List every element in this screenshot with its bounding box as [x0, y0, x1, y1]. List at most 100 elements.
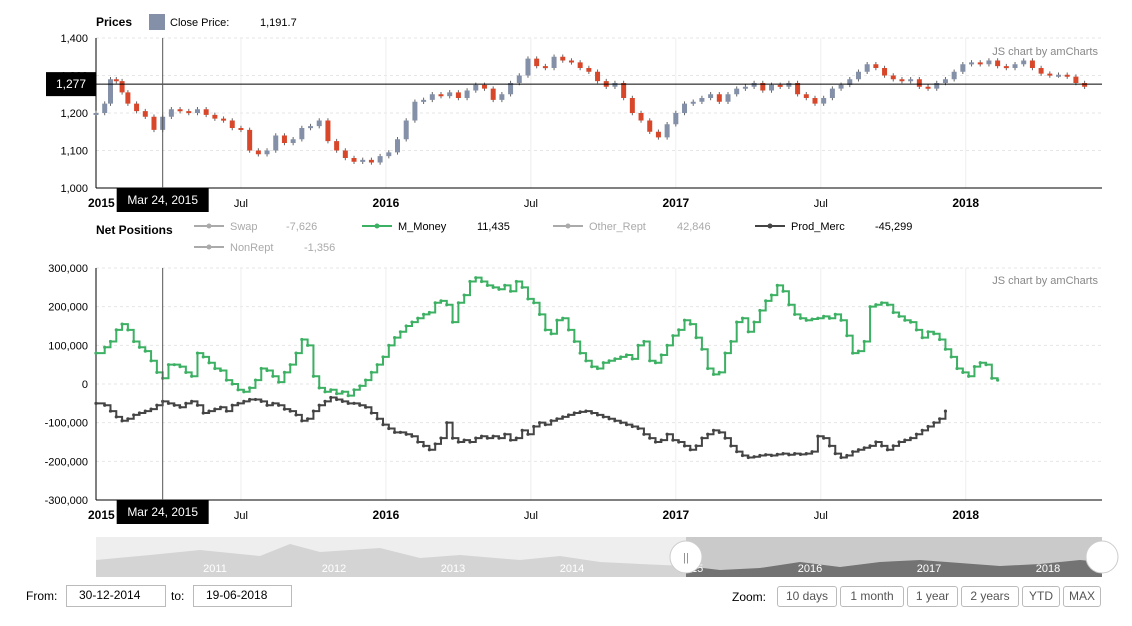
price-candle [499, 94, 505, 100]
series-point-prod_merc [584, 409, 588, 413]
price-candle [647, 120, 653, 132]
series-point-m_money [740, 316, 745, 320]
scrollbar[interactable]: 20112012201320142015201620172018 || [96, 537, 1119, 577]
series-point-prod_merc [607, 417, 611, 421]
from-label: From: [26, 589, 58, 603]
legend-marker-dot [374, 223, 380, 229]
series-point-prod_merc [358, 403, 362, 407]
price-candle [673, 113, 679, 125]
series-point-prod_merc [706, 432, 710, 436]
positions-y-tick: -300,000 [45, 495, 88, 507]
scrollbar-selection[interactable] [686, 537, 1102, 577]
scrollbar-right-grip[interactable] [1085, 540, 1119, 574]
from-date-input[interactable]: 30-12-2014 [66, 585, 166, 607]
legend-item-swap[interactable]: Swap -7,626 [194, 221, 317, 233]
legend-item-value: -7,626 [286, 221, 317, 233]
series-point-m_money [642, 339, 646, 344]
price-candle [1021, 60, 1027, 65]
series-point-prod_merc [943, 409, 948, 413]
series-point-m_money [926, 330, 930, 334]
series-point-prod_merc [184, 401, 188, 405]
series-point-prod_merc [804, 452, 808, 456]
price-candle [308, 126, 314, 129]
series-point-prod_merc [114, 415, 118, 419]
series-point-prod_merc [300, 419, 304, 423]
price-candle [568, 60, 574, 63]
series-point-m_money [595, 366, 600, 371]
series-point-m_money [474, 276, 478, 280]
series-point-m_money [404, 324, 408, 328]
series-point-m_money [410, 320, 414, 324]
series-point-m_money [94, 351, 98, 355]
series-point-m_money [207, 361, 211, 365]
price-candle [1029, 60, 1035, 68]
scrollbar-left-grip[interactable] [669, 540, 703, 574]
series-point-prod_merc [508, 438, 513, 442]
series-point-prod_merc [317, 403, 321, 407]
price-candle [969, 62, 975, 65]
series-point-m_money [810, 317, 814, 321]
positions-credit[interactable]: JS chart by amCharts [992, 275, 1098, 287]
price-candle [412, 101, 418, 121]
series-point-m_money [677, 328, 681, 332]
series-point-prod_merc [277, 403, 281, 407]
series-point-prod_merc [323, 399, 327, 403]
positions-legend: Swap -7,626 M_Money 11,435 Other_Rept 42,846 P… [194, 221, 912, 254]
series-point-prod_merc [427, 448, 432, 452]
zoom-1-month-button[interactable]: 1 month [840, 586, 904, 607]
series-point-m_money [880, 301, 884, 305]
legend-item-nonrept[interactable]: NonRept -1,356 [194, 242, 335, 254]
series-point-m_money [427, 310, 432, 315]
series-point-m_money [775, 283, 779, 287]
series-point-prod_merc [856, 448, 861, 452]
price-candle [1003, 66, 1009, 69]
series-point-m_money [479, 279, 484, 284]
series-line-m_money [96, 276, 999, 397]
zoom-ytd-button[interactable]: YTD [1022, 586, 1060, 607]
series-point-prod_merc [827, 444, 832, 448]
legend-item-m_money[interactable]: M_Money 11,435 [362, 221, 510, 233]
series-point-m_money [288, 363, 292, 367]
series-point-m_money [566, 328, 571, 332]
zoom-10-days-button[interactable]: 10 days [777, 586, 837, 607]
series-point-m_money [659, 353, 663, 357]
price-candle [447, 92, 453, 97]
price-candle [742, 86, 748, 89]
series-point-m_money [108, 339, 113, 344]
positions-y-tick: 0 [82, 379, 88, 391]
legend-item-prod_merc[interactable]: Prod_Merc -45,299 [755, 221, 912, 233]
price-candle [777, 84, 783, 87]
series-point-m_money [416, 316, 420, 320]
zoom-max-button[interactable]: MAX [1063, 586, 1101, 607]
series-point-m_money [561, 316, 565, 320]
series-point-prod_merc [201, 411, 205, 415]
zoom-2-years-button[interactable]: 2 years [961, 586, 1019, 607]
series-point-m_money [996, 378, 1000, 382]
to-date-input[interactable]: 19-06-2018 [193, 585, 292, 607]
series-point-m_money [375, 363, 379, 367]
price-candle [102, 103, 108, 113]
series-point-m_money [601, 361, 605, 365]
close-price-legend-swatch[interactable] [149, 14, 165, 30]
series-point-prod_merc [491, 434, 495, 438]
legend-marker-dot [767, 223, 773, 229]
price-candle [577, 62, 583, 68]
price-candle [542, 66, 548, 69]
price-candle [403, 120, 409, 140]
series-point-prod_merc [572, 411, 576, 415]
series-point-m_money [682, 318, 687, 322]
scrollbar-selected-area [686, 560, 1102, 577]
positions-y-tick: 100,000 [48, 340, 88, 352]
zoom-1-year-button[interactable]: 1 year [907, 586, 958, 607]
series-point-m_money [526, 297, 530, 301]
series-point-prod_merc [178, 405, 182, 409]
positions-date-balloon-text: Mar 24, 2015 [127, 505, 198, 519]
prices-credit[interactable]: JS chart by amCharts [992, 46, 1098, 58]
legend-item-other_rept[interactable]: Other_Rept 42,846 [553, 221, 711, 233]
series-point-prod_merc [793, 452, 797, 456]
price-candle [255, 150, 261, 155]
price-candle [768, 84, 774, 91]
series-point-prod_merc [340, 399, 345, 403]
series-point-prod_merc [764, 453, 768, 457]
